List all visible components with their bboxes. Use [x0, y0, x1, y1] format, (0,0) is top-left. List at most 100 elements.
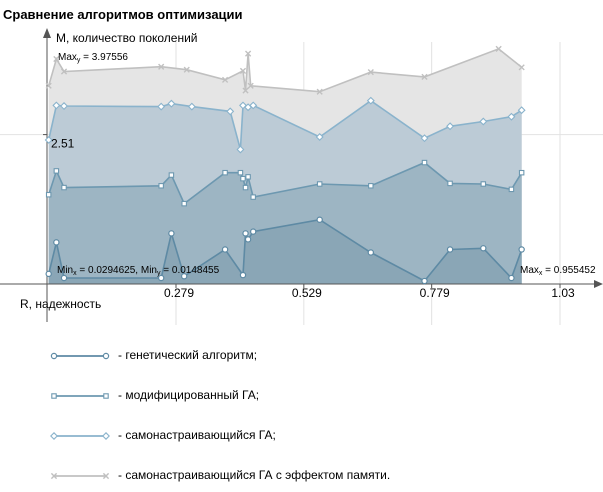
- legend-marker-end-1: [103, 393, 109, 399]
- data-point-s2-p3: [158, 183, 164, 189]
- data-point-s1-p11: [315, 132, 324, 141]
- legend-marker-end-3: [102, 472, 110, 480]
- data-point-s3-p5: [180, 273, 188, 280]
- legend-marker-start-0: [50, 352, 58, 360]
- data-point-s3-p15: [480, 245, 487, 252]
- data-point-s0-p6: [239, 67, 247, 74]
- data-point-s1-p0: [44, 135, 53, 144]
- legend-marker-end-2: [102, 432, 110, 440]
- data-point-s3-p0: [45, 270, 52, 278]
- data-point-s1-p15: [479, 117, 488, 126]
- data-point-s3-p16: [508, 274, 515, 282]
- chart-title: Сравнение алгоритмов оптимизации: [3, 7, 243, 22]
- legend-swatch-0: [50, 352, 110, 360]
- y-axis-arrow: [43, 28, 51, 38]
- data-point-s1-p13: [420, 134, 429, 143]
- data-point-s0-p12: [421, 73, 428, 80]
- data-point-s0-p10: [316, 88, 323, 95]
- data-point-s0-p11: [367, 69, 374, 76]
- data-point-s3-p1: [53, 239, 60, 246]
- x-tick-label-0: 0.279: [164, 286, 194, 300]
- data-point-s2-p11: [250, 194, 256, 200]
- data-point-s1-p5: [187, 102, 196, 111]
- legend-label-0: - генетический алгоритм;: [118, 348, 258, 362]
- series-markers: [44, 45, 526, 285]
- data-point-s1-p6: [226, 107, 235, 116]
- data-point-s2-p8: [240, 175, 246, 182]
- legend-marker-start-3: [50, 472, 58, 480]
- data-point-s0-p4: [183, 66, 190, 73]
- y-axis-label: M, количество поколений: [56, 31, 198, 45]
- data-point-s2-p10: [245, 174, 251, 180]
- x-tick-label-3: 1.03: [551, 286, 575, 300]
- legend-label-3: - самонастраивающийся ГА с эффектом памя…: [118, 468, 391, 482]
- chart-plot: M, количество поколений R, надежность 0.27…: [0, 28, 603, 325]
- annotation-min-x: Minx = 0.0294625, Miny = 0.0148455: [57, 265, 220, 277]
- data-point-s3-p12: [367, 249, 375, 256]
- data-point-s2-p0: [45, 191, 52, 198]
- legend-label-1: - модифицированный ГА;: [118, 388, 260, 402]
- data-point-s1-p10: [249, 101, 258, 110]
- data-point-s3-p14: [446, 246, 454, 253]
- legend-marker-start-1: [51, 393, 57, 399]
- data-point-s3-p3: [157, 274, 165, 282]
- series-areas: [47, 47, 523, 285]
- data-point-s3-p2: [60, 274, 68, 282]
- data-point-s1-p4: [167, 99, 176, 108]
- legend-marker-start-2: [50, 432, 58, 440]
- data-point-s0-p0: [45, 82, 52, 89]
- data-point-s2-p14: [421, 159, 428, 166]
- data-point-s3-p17: [518, 246, 525, 253]
- data-point-s3-p11: [316, 216, 323, 223]
- data-point-s1-p16: [507, 112, 516, 121]
- data-point-s0-p9: [247, 82, 254, 89]
- y-marker-label: 2.51: [51, 137, 75, 151]
- x-tick-label-1: 0.529: [292, 286, 322, 300]
- data-point-s2-p4: [168, 172, 175, 178]
- data-point-s0-p2: [60, 68, 68, 75]
- legend-swatch-1: [51, 393, 109, 399]
- data-point-s2-p17: [508, 186, 515, 193]
- data-point-s1-p1: [52, 101, 61, 110]
- data-point-s2-p7: [237, 169, 244, 176]
- data-point-s2-p1: [53, 168, 60, 174]
- data-point-s3-p4: [168, 230, 175, 237]
- data-point-s0-p13: [495, 45, 502, 52]
- series-line-3: [47, 218, 523, 283]
- legend-marker-end-0: [102, 352, 110, 360]
- data-point-s2-p15: [447, 180, 453, 187]
- axes: [0, 28, 603, 322]
- data-point-s2-p5: [181, 200, 187, 207]
- data-point-s2-p6: [222, 169, 228, 176]
- data-point-s1-p8: [239, 101, 247, 110]
- legend-label-2: - самонастраивающийся ГА;: [118, 428, 276, 442]
- data-point-s1-p12: [366, 96, 375, 105]
- data-point-s1-p2: [60, 102, 68, 111]
- data-point-s3-p7: [239, 271, 247, 279]
- data-point-s2-p18: [518, 169, 525, 176]
- legend-swatch-2: [50, 432, 110, 440]
- data-point-s2-p16: [480, 181, 487, 187]
- data-point-s1-p14: [446, 122, 455, 131]
- data-point-s2-p2: [61, 184, 67, 191]
- x-axis-label: R, надежность: [20, 297, 101, 311]
- data-point-s0-p1: [53, 55, 60, 63]
- annotation-max-y: Maxy = 3.97556: [58, 52, 128, 64]
- data-point-s3-p8: [242, 230, 249, 237]
- data-point-s1-p3: [157, 102, 166, 111]
- data-point-s0-p8: [245, 50, 252, 57]
- data-point-s0-p5: [221, 76, 229, 83]
- x-axis-arrow: [594, 280, 603, 288]
- data-point-s3-p6: [221, 246, 229, 253]
- data-point-s0-p14: [518, 64, 525, 71]
- annotation-max-x: Maxx = 0.955452: [520, 265, 596, 277]
- data-point-s2-p9: [242, 184, 249, 191]
- data-point-s0-p7: [242, 87, 249, 94]
- data-point-s3-p13: [421, 277, 428, 285]
- data-point-s3-p10: [250, 228, 257, 235]
- x-tick-label-2: 0.779: [420, 286, 450, 300]
- data-point-s2-p13: [368, 183, 374, 189]
- chart-labels: M, количество поколений R, надежность 0.27…: [20, 31, 596, 311]
- series-area-3: [48, 219, 522, 284]
- legend-swatch-3: [50, 472, 110, 480]
